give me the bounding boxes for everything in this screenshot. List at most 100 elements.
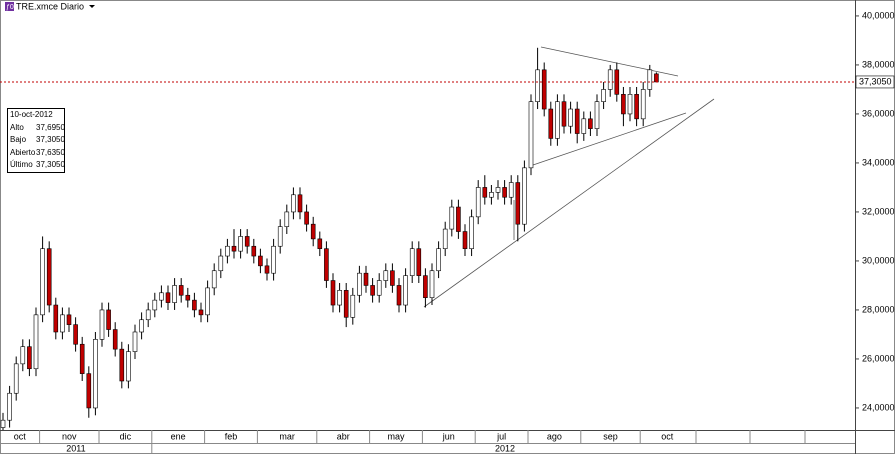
info-key: Alto: [10, 122, 24, 132]
candle-body: [621, 94, 626, 115]
candle-body: [317, 238, 323, 249]
y-tick-label: 30,0000: [862, 255, 895, 265]
x-tick-label: sep: [603, 431, 618, 441]
icon-label: ƒ0: [6, 4, 14, 11]
chart-title: TRE.xmce Diario: [16, 1, 84, 11]
candle-body: [423, 275, 428, 298]
candle-body: [541, 69, 547, 110]
x-tick-label: ago: [547, 431, 562, 441]
y-tick-label: 38,0000: [862, 59, 895, 69]
candle-body: [522, 167, 527, 225]
candle-body: [33, 314, 39, 370]
x-tick-label: dic: [120, 431, 132, 441]
candle-body: [383, 270, 389, 281]
candle-body: [53, 304, 59, 333]
info-value: 37,6950: [36, 122, 65, 132]
candle-body: [528, 101, 534, 169]
candle-body: [469, 216, 474, 249]
candle-body: [192, 299, 197, 311]
candle-body: [7, 392, 12, 421]
last-price-box: [855, 75, 895, 89]
candle-body: [607, 69, 613, 90]
candle-body: [86, 373, 92, 409]
x-tick-label: oct: [661, 431, 674, 441]
info-value: 37,6350: [36, 147, 65, 157]
candle-body: [251, 245, 257, 257]
candle-body: [159, 292, 164, 301]
x-tick-label: feb: [225, 431, 238, 441]
candle-body: [588, 118, 593, 129]
candle-body: [211, 270, 217, 289]
candle-body: [561, 101, 567, 127]
candle-body: [376, 280, 382, 296]
candle-body: [198, 309, 204, 316]
y-tick-label: 36,0000: [862, 108, 895, 118]
info-value: 37,3050: [36, 135, 65, 145]
y-tick-label: 32,0000: [862, 206, 895, 216]
candle-body: [172, 285, 177, 303]
candle-body: [0, 419, 6, 428]
dropdown[interactable]: [89, 5, 95, 8]
candle-body: [60, 314, 65, 333]
x-tick-label: ene: [171, 431, 186, 441]
candle-body: [370, 285, 375, 296]
info-row: Alto 37,6950: [10, 122, 65, 135]
candle-body: [277, 226, 283, 247]
x-tick-label: abr: [337, 431, 350, 441]
candle-body: [357, 272, 362, 296]
candle-body: [409, 248, 415, 276]
candle-body: [508, 182, 514, 198]
candle-body: [264, 265, 270, 274]
y-tick-label: 34,0000: [862, 157, 895, 167]
candle-body: [139, 319, 144, 333]
candle-body: [627, 94, 633, 115]
candle-body: [106, 309, 111, 330]
candle-body: [40, 248, 45, 316]
candle-body: [238, 236, 243, 252]
trendlines: [423, 46, 715, 308]
y-tick-label: 24,0000: [862, 402, 895, 412]
candle-body: [343, 290, 349, 318]
candle-body: [225, 245, 230, 257]
candle-body: [647, 69, 653, 90]
candle-body: [291, 194, 296, 213]
info-date: 10-oct-2012: [10, 110, 53, 119]
candle-body: [601, 89, 606, 102]
candle-body: [165, 292, 171, 303]
candle-body: [178, 285, 184, 296]
candle-body: [475, 187, 481, 218]
candle-body: [568, 108, 573, 127]
candle-body: [218, 255, 224, 272]
info-key: Último: [10, 160, 33, 170]
candle-body: [462, 231, 468, 249]
year-label: 2011: [66, 443, 85, 453]
candle-body: [535, 69, 540, 102]
candle-body: [13, 363, 19, 394]
candle-body: [502, 187, 507, 198]
candle-body: [205, 287, 210, 316]
candle-body: [515, 182, 521, 225]
candle-body: [304, 211, 309, 225]
candle-body: [436, 248, 441, 272]
candle-body: [489, 192, 494, 198]
candle-body: [442, 228, 448, 249]
candle-body: [271, 245, 276, 274]
candle-body: [27, 346, 32, 370]
info-row: Bajo 37,3050: [10, 134, 65, 147]
candle-body: [337, 290, 342, 306]
candle-body: [145, 309, 151, 321]
x-tick-label: mar: [279, 431, 295, 441]
candle-body: [119, 348, 125, 382]
candle-body: [363, 272, 369, 286]
last-price-label: 37,3050: [859, 76, 892, 86]
info-key: Abierto: [10, 147, 36, 157]
trendline: [532, 112, 687, 166]
candle-body: [581, 118, 587, 134]
candle-body: [495, 187, 501, 193]
candle-body: [449, 206, 455, 230]
candle-body: [297, 194, 303, 213]
y-tick-label: 26,0000: [862, 353, 895, 363]
x-tick-label: may: [387, 431, 405, 441]
